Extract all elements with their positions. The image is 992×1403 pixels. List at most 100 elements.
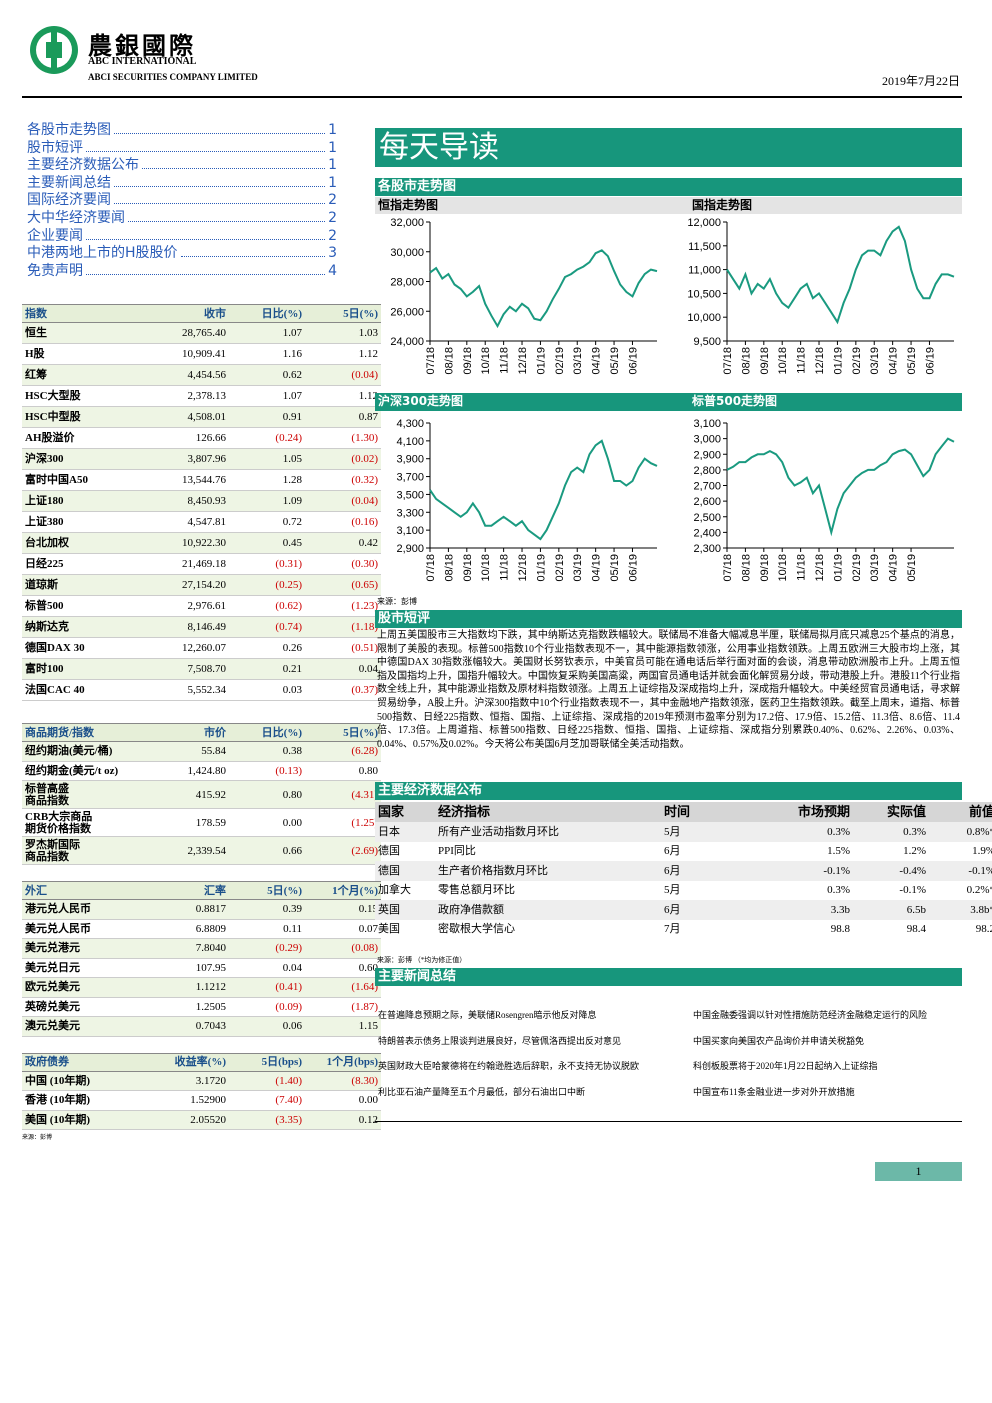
cell-value: 3.1720 (195, 1074, 226, 1087)
toc-leader (86, 150, 326, 152)
cell-value: 0.00 (282, 816, 302, 829)
cell-value: 1.2505 (195, 1000, 226, 1013)
news-item: 中国金融委强调以针对性措施防范经济金融稳定运行的风险 (693, 1010, 928, 1020)
x-tick-label: 12/18 (517, 347, 529, 375)
section-bar: 股市短评 (375, 610, 962, 628)
chart-source: 来源：彭博 (377, 597, 417, 606)
x-tick-label: 08/18 (740, 554, 752, 582)
cell-value: 10,922.30 (182, 537, 226, 549)
x-tick-label: 02/19 (851, 347, 863, 375)
data-row: 美元兑日元 107.95 0.04 0.60 (22, 958, 381, 978)
x-tick-label: 03/19 (869, 554, 881, 582)
toc-leader (86, 238, 326, 240)
toc-page: 1 (328, 139, 337, 156)
y-tick-label: 2,600 (693, 496, 721, 508)
toc-item: 主要经济数据公布 1 (27, 154, 337, 174)
column-header: 日比(%) (261, 307, 302, 320)
cell-value: 2.05520 (190, 1113, 226, 1126)
toc-item: 各股市走势图 1 (27, 119, 337, 138)
cell: 0.8%* (966, 825, 992, 838)
toc-page: 1 (328, 157, 337, 174)
data-row: 恒生 28,765.40 1.07 1.03 (22, 322, 381, 344)
econ-table: 国家 经济指标 时间 市场预期 实际值 前值 日本 所有产业活动指数月环比 5月 0.3% 0.3%… (375, 802, 992, 939)
column-header: 1个月(%) (332, 884, 378, 897)
column-header: 外汇 (25, 884, 47, 897)
toc-page: 1 (328, 122, 337, 138)
line-chart: 2,300 2,400 2,500 2,600 2,700 2,800 2,900 3,000… (693, 418, 955, 582)
toc-title: 股市短评 (27, 139, 83, 156)
cell-value: 0.8817 (195, 903, 226, 916)
data-row: 加拿大 零售总额月环比 5月 0.3% -0.1% 0.2%* (375, 881, 992, 901)
x-tick-label: 09/18 (759, 347, 771, 375)
cell-value: 0.62 (282, 369, 302, 381)
cell-value: 55.84 (201, 745, 226, 758)
row-label: 罗杰斯国际 商品指数 (25, 838, 80, 863)
toc-title: 大中华经济要闻 (27, 209, 125, 226)
cell: 0.3% (827, 884, 850, 897)
x-tick-label: 05/19 (609, 347, 621, 375)
row-label: 红筹 (25, 369, 47, 381)
cell-value: 8,450.93 (187, 495, 227, 507)
cell-value: 1.09 (282, 495, 302, 507)
cell-value: (0.51) (351, 642, 378, 654)
cell-value: 12,260.07 (182, 642, 226, 654)
price-line (429, 439, 658, 541)
cell: 0.2%* (966, 884, 992, 897)
row-label: 标普500 (25, 600, 64, 612)
cell-value: 0.80 (282, 788, 302, 801)
cell-value: (1.87) (351, 1000, 378, 1013)
x-tick-label: 11/18 (796, 347, 808, 374)
data-row: 香港 (10年期) 1.52900 (7.40) 0.00 (22, 1091, 381, 1110)
y-tick-label: 4,100 (396, 436, 424, 448)
row-label: 英磅兑美元 (25, 1000, 80, 1013)
x-tick-label: 11/18 (499, 554, 511, 581)
data-row: 纽约期油(美元/桶) 55.84 0.38 (6.28) (22, 741, 381, 761)
banner: 每天导读 (375, 128, 962, 167)
x-tick-label: 10/18 (480, 554, 492, 582)
cell: 98.4 (906, 923, 926, 936)
cell-value: 4,508.01 (187, 411, 227, 423)
cell-value: 2,339.54 (187, 844, 227, 857)
data-row: 纽约期金(美元/t oz) 1,424.80 (0.13) 0.80 (22, 761, 381, 781)
cell-value: (0.25) (275, 579, 302, 591)
row-label: 标普高盛 商品指数 (25, 782, 69, 807)
toc-title: 主要经济数据公布 (27, 157, 139, 174)
cell-value: (0.08) (351, 942, 378, 955)
row-label: CRB大宗商品 期货价格指数 (25, 810, 93, 835)
cell-value: (0.41) (275, 981, 302, 994)
x-tick-label: 01/19 (535, 347, 547, 375)
cell: 德国 (378, 864, 400, 877)
data-row: 港元兑人民币 0.8817 0.39 0.15 (22, 899, 381, 919)
news-item: 利比亚石油产量降至五个月最低，部分石油出口中断 (378, 1087, 586, 1098)
row-label: 富时100 (25, 663, 64, 675)
cell-value: 1.07 (282, 390, 302, 402)
x-tick-label: 03/19 (572, 347, 584, 375)
row-label: 沪深300 (25, 453, 64, 465)
cell-value: 0.07 (358, 922, 378, 935)
cell-value: 1.07 (282, 327, 302, 339)
x-tick-label: 12/18 (517, 554, 529, 582)
data-row: HSC中型股 4,508.01 0.91 0.87 (22, 406, 381, 428)
cell-value: (0.32) (351, 474, 378, 486)
cell-value: 8,146.49 (187, 621, 227, 633)
cell: 1.5% (827, 845, 850, 858)
toc-item: 股市短评 1 (27, 137, 337, 156)
commentary-text: 上周五美国股市三大指数均下跌，其中纳斯达克指数跌幅较大。联储局不准备大幅减息半厘… (377, 630, 960, 750)
toc-leader (142, 168, 326, 170)
toc-item: 免责声明 4 (27, 260, 337, 279)
column-header: 指数 (25, 307, 47, 320)
toc-leader (86, 273, 326, 275)
x-tick-label: 04/19 (591, 347, 603, 375)
cell-value: (6.28) (351, 745, 378, 758)
cell-value: (2.69) (351, 844, 378, 857)
cell-value: (0.62) (275, 600, 302, 612)
cell: 美国 (378, 923, 400, 936)
cell-value: (7.40) (275, 1094, 302, 1107)
x-tick-label: 06/19 (627, 554, 639, 582)
column-header: 商品期货/指数 (25, 726, 95, 739)
cell-value: (0.74) (275, 621, 302, 633)
row-label: 美元兑港元 (25, 942, 80, 955)
y-tick-label: 2,700 (693, 481, 721, 493)
subheader-bar (375, 197, 962, 214)
x-tick-label: 04/19 (888, 554, 900, 582)
